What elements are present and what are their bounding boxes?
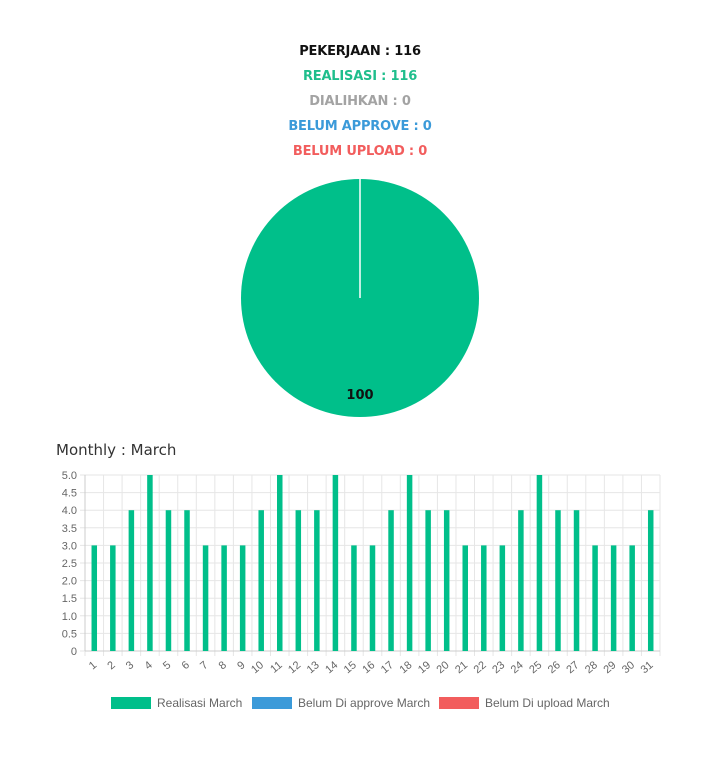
legend-item-belum-upload[interactable]: Belum Di upload March <box>439 693 610 713</box>
bar-realisasi-day-17[interactable] <box>388 510 394 651</box>
bar-realisasi-day-29[interactable] <box>610 545 617 651</box>
bar-realisasi-day-6[interactable] <box>184 510 190 651</box>
y-tick-label: 4.0 <box>62 505 77 517</box>
bar-realisasi-day-11[interactable] <box>277 475 283 651</box>
y-tick-label: 1.5 <box>62 593 77 605</box>
bar-realisasi-day-20[interactable] <box>443 510 450 651</box>
bar-realisasi-day-23[interactable] <box>499 545 506 651</box>
legend-item-belum-approve[interactable]: Belum Di approve March <box>252 693 430 713</box>
bar-realisasi-day-15[interactable] <box>351 545 357 651</box>
belum-upload-count: BELUM UPLOAD : 0 <box>292 144 428 159</box>
bar-realisasi-day-1[interactable] <box>91 545 98 651</box>
monthly-bar-chart: 00.51.01.52.02.53.03.54.04.55.01 2 3 4 5 6 7 8 9… <box>62 470 661 676</box>
bar-realisasi-day-7[interactable] <box>202 545 209 651</box>
bar-realisasi-day-18[interactable] <box>406 475 413 651</box>
bar-realisasi-day-13[interactable] <box>314 510 320 651</box>
bar-realisasi-day-26[interactable] <box>555 510 561 651</box>
x-tick-label: 13 <box>305 659 322 676</box>
x-tick-label: 27 <box>564 659 581 676</box>
x-tick-label: 2 <box>105 659 117 672</box>
chart-legend: Realisasi March Belum Di approve March B… <box>0 693 720 713</box>
pie-data-label: 100 <box>346 388 373 403</box>
bar-realisasi-day-10[interactable] <box>258 510 264 651</box>
y-tick-label: 3.5 <box>62 523 77 535</box>
y-tick-label: 1.0 <box>62 611 77 623</box>
bar-realisasi-day-31[interactable] <box>647 510 654 651</box>
y-tick-label: 0.5 <box>62 628 77 640</box>
bar-realisasi-day-22[interactable] <box>481 545 487 651</box>
legend-swatch-belum-approve <box>252 697 292 709</box>
dialihkan-count: DIALIHKAN : 0 <box>309 94 411 109</box>
y-tick-label: 2.0 <box>62 576 77 588</box>
x-tick-label: 17 <box>379 659 396 676</box>
bar-realisasi-day-27[interactable] <box>573 510 580 651</box>
y-tick-label: 0 <box>71 646 77 658</box>
bar-realisasi-day-4[interactable] <box>147 475 153 651</box>
x-tick-label: 30 <box>620 659 637 676</box>
bar-realisasi-day-19[interactable] <box>425 510 431 651</box>
bar-realisasi-day-28[interactable] <box>592 545 598 651</box>
legend-swatch-belum-upload <box>439 697 479 709</box>
legend-label-belum-approve: Belum Di approve March <box>298 696 431 710</box>
pie-chart: 100 <box>241 179 479 417</box>
x-tick-label: 10 <box>249 659 266 676</box>
x-tick-label: 25 <box>527 659 544 676</box>
pekerjaan-count: PEKERJAAN : 116 <box>299 44 421 59</box>
bar-realisasi-day-30[interactable] <box>629 545 635 651</box>
x-tick-label: 24 <box>509 659 526 676</box>
bar-realisasi-day-5[interactable] <box>165 510 172 651</box>
x-tick-label: 8 <box>217 659 229 672</box>
realisasi-count: REALISASI : 116 <box>302 69 418 84</box>
legend-label-belum-upload: Belum Di upload March <box>485 696 610 710</box>
x-tick-label: 29 <box>601 659 618 676</box>
x-tick-label: 23 <box>490 659 507 676</box>
x-tick-label: 9 <box>235 659 247 672</box>
x-tick-label: 4 <box>142 659 154 672</box>
bar-realisasi-day-21[interactable] <box>462 545 468 651</box>
x-tick-label: 15 <box>342 659 359 676</box>
x-tick-label: 20 <box>435 659 452 676</box>
bar-realisasi-day-24[interactable] <box>518 510 524 651</box>
x-tick-label: 22 <box>472 659 489 676</box>
x-tick-label: 11 <box>268 659 284 676</box>
x-tick-label: 16 <box>360 659 377 676</box>
x-tick-label: 19 <box>416 659 433 676</box>
legend-item-realisasi[interactable]: Realisasi March <box>111 693 242 713</box>
belum-approve-count: BELUM APPROVE : 0 <box>288 119 432 134</box>
y-tick-label: 3.0 <box>62 540 77 552</box>
bar-realisasi-day-16[interactable] <box>369 545 376 651</box>
y-tick-label: 5.0 <box>62 470 77 482</box>
x-tick-label: 3 <box>124 659 136 672</box>
bar-realisasi-day-8[interactable] <box>221 545 227 651</box>
x-tick-label: 6 <box>180 659 192 672</box>
y-tick-label: 2.5 <box>62 558 77 570</box>
legend-swatch-realisasi <box>111 697 151 709</box>
bar-realisasi-day-14[interactable] <box>332 475 339 651</box>
y-tick-label: 4.5 <box>62 488 77 500</box>
x-tick-label: 12 <box>286 659 303 676</box>
x-tick-label: 1 <box>87 659 99 672</box>
x-tick-label: 21 <box>453 659 470 676</box>
bar-realisasi-day-25[interactable] <box>536 475 543 651</box>
x-tick-label: 14 <box>323 659 340 676</box>
x-tick-label: 26 <box>546 659 563 676</box>
bar-realisasi-day-3[interactable] <box>128 510 135 651</box>
x-tick-label: 7 <box>198 659 210 672</box>
bar-realisasi-day-2[interactable] <box>110 545 116 651</box>
legend-label-realisasi: Realisasi March <box>157 696 243 710</box>
bar-realisasi-day-9[interactable] <box>239 545 246 651</box>
x-tick-label: 31 <box>639 659 656 676</box>
monthly-chart-title: Monthly : March <box>56 441 177 459</box>
x-tick-label: 18 <box>397 659 414 676</box>
x-tick-label: 28 <box>583 659 600 676</box>
bar-realisasi-day-12[interactable] <box>295 510 302 651</box>
x-tick-label: 5 <box>161 659 173 672</box>
